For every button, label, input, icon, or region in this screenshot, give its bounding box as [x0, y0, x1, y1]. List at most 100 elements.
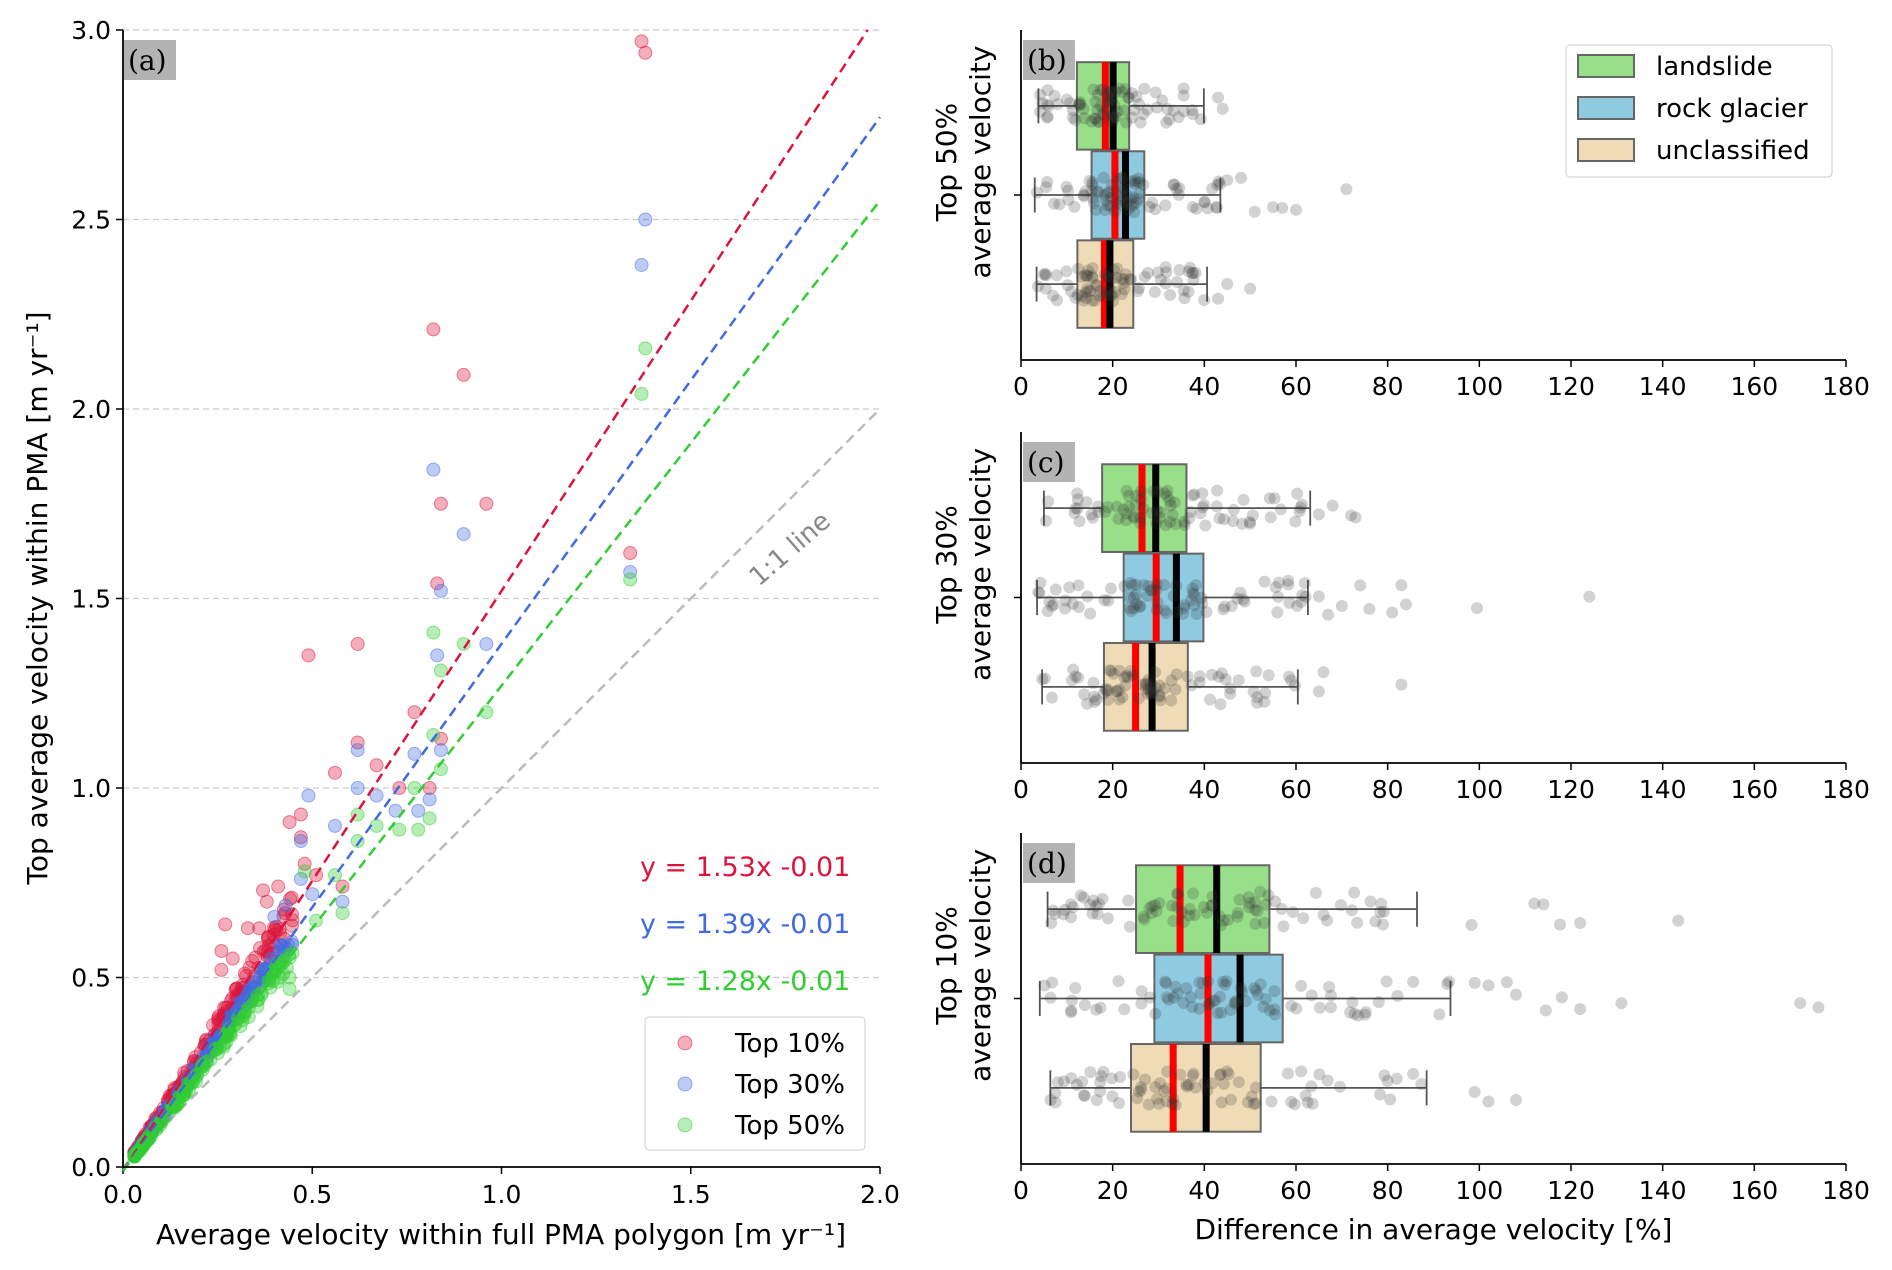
jitter-point	[1116, 181, 1129, 194]
jitter-point	[1085, 508, 1098, 521]
regression-equation: y = 1.28x -0.01	[640, 966, 850, 997]
jitter-point	[1101, 199, 1114, 212]
data-point	[433, 743, 448, 758]
jitter-point	[1084, 1066, 1097, 1079]
jitter-point	[1200, 906, 1213, 919]
x-tick-label: 100	[1455, 775, 1503, 804]
jitter-point	[1140, 677, 1153, 690]
jitter-point	[1213, 910, 1226, 923]
jitter-point	[1097, 289, 1110, 302]
jitter-point	[1072, 288, 1085, 301]
data-point	[369, 788, 384, 803]
jitter-point	[1144, 584, 1157, 597]
jitter-point	[1059, 602, 1072, 615]
jitter-point	[1133, 98, 1146, 111]
x-tick-label: 80	[1372, 1176, 1404, 1205]
jitter-point	[1111, 105, 1124, 118]
x-tick-label: 0.0	[103, 1180, 143, 1209]
jitter-point	[1194, 507, 1207, 520]
jitter-point	[1185, 679, 1198, 692]
outlier-point	[1468, 1085, 1481, 1098]
jitter-point	[1122, 671, 1135, 684]
jitter-point	[1221, 1065, 1234, 1078]
jitter-point	[1136, 678, 1149, 691]
outlier-point	[1335, 599, 1348, 612]
outlier-point	[1615, 997, 1628, 1010]
jitter-point	[1081, 697, 1094, 710]
jitter-point	[1407, 1067, 1420, 1080]
jitter-point	[1244, 517, 1257, 530]
jitter-point	[1086, 178, 1099, 191]
jitter-point	[1249, 917, 1262, 930]
jitter-point	[1172, 888, 1185, 901]
jitter-point	[1145, 686, 1158, 699]
jitter-point	[1257, 1000, 1270, 1013]
jitter-point	[1101, 285, 1114, 298]
jitter-point	[1066, 597, 1079, 610]
jitter-point	[1245, 1090, 1258, 1103]
jitter-point	[1198, 498, 1211, 511]
jitter-point	[1053, 198, 1066, 211]
x-tick-label: 40	[1188, 775, 1220, 804]
jitter-point	[1297, 912, 1310, 925]
jitter-point	[1258, 695, 1271, 708]
jitter-point	[1091, 186, 1104, 199]
jitter-point	[1108, 263, 1121, 276]
jitter-point	[1047, 598, 1060, 611]
jitter-point	[1151, 101, 1164, 114]
jitter-point	[1160, 607, 1173, 620]
jitter-point	[1167, 914, 1180, 927]
data-point	[479, 496, 494, 511]
jitter-point	[1033, 587, 1046, 600]
jitter-point	[1172, 111, 1185, 124]
jitter-point	[1345, 904, 1358, 917]
jitter-point	[1075, 270, 1088, 283]
x-tick-label: 1.5	[671, 1180, 711, 1209]
outlier-point	[1290, 203, 1302, 216]
outlier-point	[1574, 1003, 1587, 1016]
jitter-point	[1098, 188, 1111, 201]
jitter-point	[1067, 901, 1080, 914]
jitter-point	[1231, 907, 1244, 920]
outlier-point	[1248, 205, 1261, 218]
jitter-point	[1138, 1073, 1151, 1086]
jitter-point	[1216, 975, 1229, 988]
jitter-point	[1334, 899, 1347, 912]
jitter-point	[1091, 88, 1104, 101]
y-axis-label: Top 10%average velocity	[930, 849, 997, 1082]
jitter-point	[1268, 492, 1281, 505]
jitter-point	[1433, 1008, 1446, 1021]
box-unclassified	[1036, 642, 1408, 732]
jitter-point	[1171, 987, 1184, 1000]
jitter-point	[1128, 511, 1141, 524]
jitter-point	[1151, 1092, 1164, 1105]
jitter-point	[1177, 602, 1190, 615]
jitter-point	[1196, 976, 1209, 989]
jitter-point	[1145, 907, 1158, 920]
jitter-point	[1187, 599, 1200, 612]
jitter-point	[1118, 283, 1131, 296]
outlier-point	[1555, 991, 1568, 1004]
panel-label-bg	[1023, 40, 1075, 80]
jitter-point	[1161, 1065, 1174, 1078]
jitter-point	[1077, 1089, 1090, 1102]
jitter-point	[1206, 890, 1219, 903]
jitter-point	[1143, 200, 1156, 213]
outlier-point	[1312, 685, 1325, 698]
legend-label: Top 10%	[734, 1029, 845, 1059]
jitter-point	[1186, 1069, 1199, 1082]
jitter-point	[1198, 196, 1211, 209]
jitter-point	[1249, 903, 1262, 916]
jitter-point	[1104, 191, 1117, 204]
jitter-point	[1170, 668, 1183, 681]
jitter-point	[1188, 908, 1201, 921]
jitter-point	[1170, 182, 1183, 195]
jitter-point	[1089, 203, 1102, 216]
jitter-point	[1134, 517, 1147, 530]
jitter-point	[1116, 171, 1129, 184]
jitter-point	[1092, 116, 1105, 129]
jitter-point	[1129, 499, 1142, 512]
jitter-point	[1127, 602, 1140, 615]
panel-label-bg	[1023, 843, 1075, 883]
jitter-point	[1142, 673, 1155, 686]
